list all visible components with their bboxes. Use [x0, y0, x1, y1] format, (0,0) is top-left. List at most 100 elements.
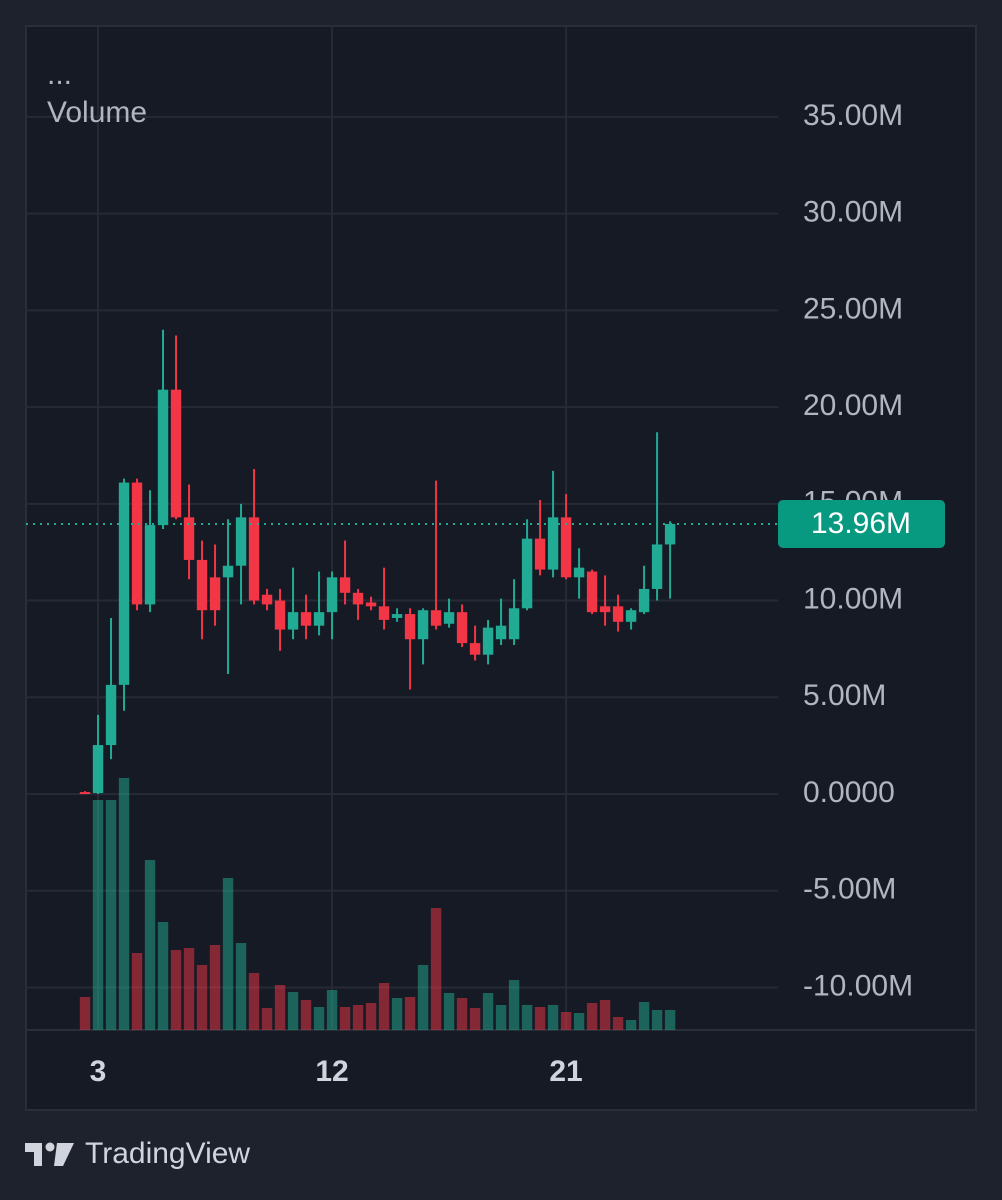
candle-body: [651, 544, 663, 589]
candle-body: [287, 612, 299, 630]
candle-body: [352, 592, 364, 605]
volume-bar: [638, 1002, 650, 1030]
volume-bar: [274, 985, 286, 1030]
volume-bar: [391, 998, 403, 1030]
volume-bar: [430, 908, 442, 1030]
candle-body: [274, 600, 286, 630]
legend-menu[interactable]: ...: [47, 58, 72, 91]
y-tick-label: 10.00M: [803, 582, 903, 615]
last-price-box: [778, 499, 945, 548]
candle-body: [196, 559, 208, 611]
candle-body: [573, 567, 585, 578]
volume-bar: [222, 878, 234, 1030]
volume-bar: [105, 800, 117, 1030]
y-tick-label: 20.00M: [803, 389, 903, 422]
volume-bar: [313, 1007, 325, 1030]
candle-body: [547, 517, 559, 570]
volume-bar: [404, 997, 416, 1030]
candle-layer: [79, 329, 676, 795]
volume-bar: [456, 998, 468, 1030]
volume-bar: [196, 965, 208, 1030]
volume-bar: [664, 1010, 676, 1030]
chart-pane: [25, 25, 977, 1111]
volume-bar: [157, 922, 169, 1030]
candle-body: [222, 565, 234, 578]
candle-body: [625, 610, 637, 622]
volume-bar: [131, 953, 143, 1030]
volume-bar: [144, 860, 156, 1030]
volume-bar: [92, 800, 104, 1030]
candle-body: [118, 482, 130, 685]
x-tick-label: 3: [90, 1055, 107, 1088]
volume-bar: [495, 1005, 507, 1030]
volume-bar: [521, 1005, 533, 1030]
candle-body: [261, 594, 273, 605]
candle-body: [300, 612, 312, 626]
candle-body: [586, 571, 598, 613]
volume-bar: [651, 1010, 663, 1030]
candle-body: [378, 606, 390, 620]
candle-body: [391, 614, 403, 618]
volume-bar: [339, 1007, 351, 1030]
volume-bar: [417, 965, 429, 1030]
y-tick-label: -5.00M: [803, 873, 896, 906]
volume-bar: [482, 993, 494, 1030]
volume-bar: [547, 1005, 559, 1030]
volume-bar: [209, 945, 221, 1030]
last-price-label: 13.96M: [811, 507, 911, 540]
volume-bar: [326, 990, 338, 1030]
candle-body: [534, 538, 546, 570]
volume-layer: [79, 778, 676, 1030]
candle-body: [430, 610, 442, 626]
volume-bar: [573, 1013, 585, 1030]
y-tick-label: -10.00M: [803, 969, 913, 1002]
candle-body: [144, 525, 156, 605]
volume-bar: [79, 997, 91, 1030]
candle-body: [469, 643, 481, 655]
tradingview-logo: [25, 1142, 74, 1166]
candle-body: [482, 627, 494, 655]
volume-bar: [170, 950, 182, 1030]
volume-bar: [378, 983, 390, 1030]
candle-body: [521, 538, 533, 609]
labels: -10.00M-5.00M0.00005.00M10.00M15.00M20.0…: [26, 99, 945, 1088]
candle-body: [131, 482, 143, 605]
volume-bar: [365, 1003, 377, 1030]
volume-bar: [586, 1003, 598, 1030]
volume-bar: [352, 1005, 364, 1030]
volume-bar: [469, 1008, 481, 1030]
candle-body: [365, 602, 377, 607]
x-tick-label: 21: [549, 1055, 582, 1088]
volume-bar: [235, 943, 247, 1030]
volume-bar: [287, 992, 299, 1030]
y-tick-label: 5.00M: [803, 679, 886, 712]
volume-bar: [443, 993, 455, 1030]
volume-bar: [118, 778, 130, 1030]
candle-body: [248, 517, 260, 601]
candle-body: [612, 606, 624, 622]
candle-body: [417, 610, 429, 640]
legend-volume: Volume: [47, 96, 147, 129]
candle-body: [495, 625, 507, 640]
volume-bar: [599, 1000, 611, 1030]
candle-body: [79, 792, 91, 795]
candle-body: [209, 577, 221, 611]
candle-body: [313, 612, 325, 626]
candle-body: [404, 614, 416, 640]
volume-bar: [183, 948, 195, 1030]
volume-bar: [508, 980, 520, 1030]
x-tick-label: 12: [315, 1055, 348, 1088]
candle-body: [664, 523, 676, 545]
candle-body: [326, 577, 338, 613]
candle-body: [456, 612, 468, 644]
candle-body: [157, 389, 169, 526]
volume-bar: [248, 973, 260, 1030]
candle-body: [183, 517, 195, 560]
candle-body: [92, 745, 104, 794]
candle-body: [339, 577, 351, 593]
volume-bar: [261, 1008, 273, 1030]
volume-bar: [534, 1007, 546, 1030]
volume-bar: [625, 1020, 637, 1030]
